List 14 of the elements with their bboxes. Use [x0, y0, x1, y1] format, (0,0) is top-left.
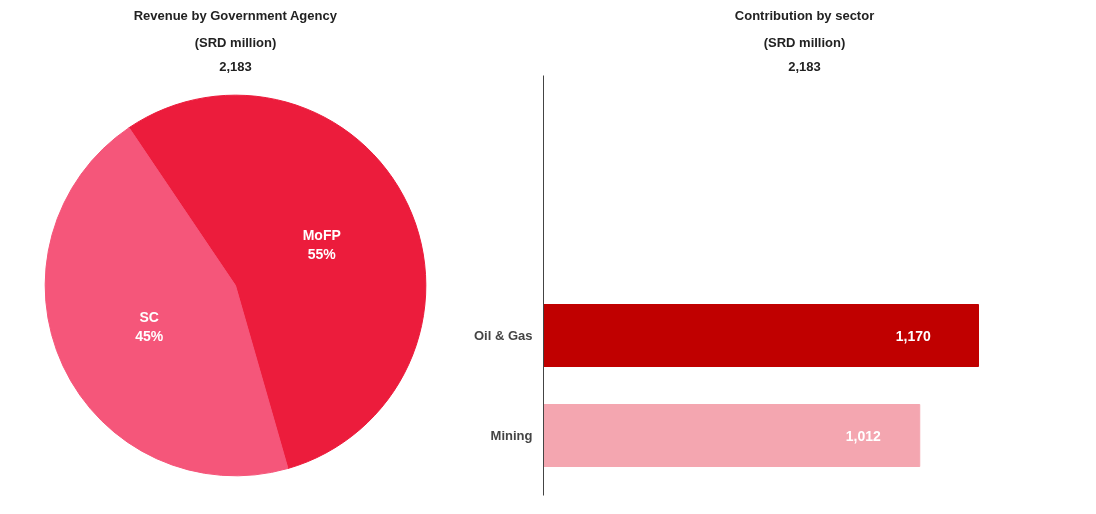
data-label: 1,012 — [845, 427, 882, 444]
data-label: 55% — [307, 246, 337, 263]
text: 2,183 — [788, 58, 821, 74]
data-label: 45% — [135, 328, 164, 345]
slice-label: SC — [139, 308, 159, 325]
chart-title: Contribution by sector — [734, 7, 875, 23]
chart-subtitle: (SRD million) — [194, 34, 277, 50]
chart-title: Revenue by Government Agency — [133, 7, 338, 23]
y-tick-label: Mining — [490, 428, 533, 443]
chart-subtitle: (SRD million) — [763, 34, 846, 50]
data-label: 1,170 — [895, 327, 931, 344]
text: 2,183 — [219, 58, 252, 74]
y-tick-label: Oil & Gas — [473, 328, 533, 343]
slice-label: MoFP — [302, 226, 341, 243]
